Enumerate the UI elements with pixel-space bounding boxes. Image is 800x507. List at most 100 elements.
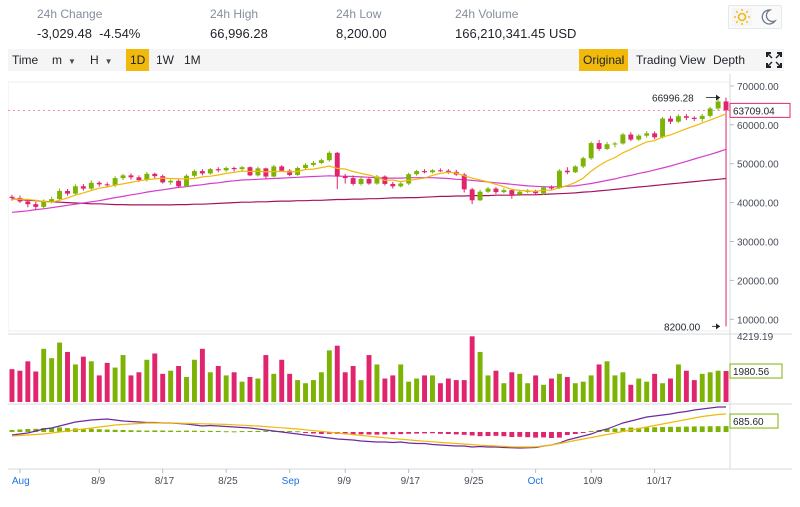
moon-icon[interactable] (758, 8, 778, 26)
volume-axis-top: 4219.19 (737, 332, 774, 343)
macd-histogram-bar (437, 432, 443, 434)
candle-body (572, 166, 578, 173)
candle-body (715, 101, 721, 109)
volume-bar (191, 359, 197, 402)
macd-histogram-bar (184, 430, 189, 432)
volume-bar (422, 375, 427, 402)
macd-histogram-bar (239, 431, 245, 433)
macd-histogram-bar (191, 430, 197, 432)
candle-body (80, 186, 86, 189)
volume-bar (247, 376, 253, 402)
price-tick-label: 30000.00 (737, 238, 779, 249)
candle-body (112, 178, 118, 186)
candle-body (469, 189, 475, 201)
volume-bar (683, 370, 689, 402)
macd-histogram-bar (683, 426, 689, 432)
ma25-line (11, 148, 727, 213)
macd-histogram-bar (715, 426, 721, 432)
macd-histogram-bar (88, 428, 94, 432)
candle-body (652, 133, 658, 138)
interval-1w-button[interactable]: 1W (156, 53, 174, 67)
low-arrowhead (716, 323, 721, 330)
macd-histogram-bar (509, 432, 515, 437)
macd-histogram-bar (612, 428, 618, 432)
price-chart[interactable]: 70000.00 60000.00 50000.00 40000.00 30000.00… (7, 74, 792, 502)
macd-histogram-bar (517, 432, 523, 437)
candle-body (668, 118, 673, 122)
depth-tab[interactable]: Depth (713, 53, 746, 67)
low-annotation: 8200.00 (664, 322, 701, 333)
time-button[interactable]: Time (12, 53, 39, 67)
candle-body (279, 166, 285, 171)
interval-1d-button[interactable]: 1D (126, 49, 150, 71)
volume-bar (17, 370, 23, 402)
candle-body (636, 135, 642, 140)
volume-bar (414, 378, 420, 402)
volume-bar (271, 373, 277, 402)
candle-body (207, 169, 213, 174)
candle-body (176, 180, 182, 187)
volume-bar (549, 378, 554, 402)
last-price-box (729, 102, 791, 118)
macd-histogram-bar (350, 432, 356, 435)
volume-bar (699, 373, 705, 402)
macd-histogram-bar (652, 427, 658, 432)
candle-body (57, 190, 63, 200)
macd-histogram-bar (318, 432, 324, 434)
macd-histogram-bar (699, 426, 705, 432)
volume-bar (398, 364, 404, 402)
volume-bar (184, 376, 189, 402)
time-tick-label: Aug (12, 476, 30, 487)
macd-histogram-bar (485, 432, 491, 436)
candle-body (461, 174, 467, 190)
caret-down-icon: ▼ (68, 57, 76, 66)
volume-bar (49, 358, 55, 402)
hour-dropdown[interactable]: H ▼ (86, 49, 117, 71)
last-price-label: 63709.04 (733, 106, 775, 117)
macd-histogram-bar (223, 431, 229, 433)
volume-bar (525, 383, 531, 402)
candle-body (604, 144, 610, 149)
macd-histogram-bar (358, 432, 364, 435)
expand-icon[interactable] (764, 49, 784, 71)
macd-histogram-bar (556, 432, 562, 438)
volume-bar (596, 364, 602, 402)
candle-body (564, 170, 570, 173)
macd-histogram-bar (723, 426, 729, 432)
macd-histogram-bar (660, 427, 666, 432)
macd-histogram-bar (263, 430, 269, 432)
original-view-tab[interactable]: Original (579, 49, 629, 71)
volume-bar (112, 367, 118, 402)
price-tick-label: 60000.00 (737, 121, 779, 132)
macd-histogram-bar (366, 432, 372, 435)
price-tick-label: 20000.00 (737, 276, 779, 287)
change-stat: 24h Change -3,029.48 -4.54% (37, 7, 140, 41)
macd-histogram-bar (112, 429, 118, 432)
candle-body (437, 170, 443, 172)
volume-bar (620, 372, 626, 402)
macd-histogram-bar (144, 430, 150, 432)
sun-icon[interactable] (732, 8, 752, 26)
minute-dropdown[interactable]: m ▼ (48, 49, 80, 71)
interval-1m-button[interactable]: 1M (184, 53, 201, 67)
chart-area[interactable]: 70000.00 60000.00 50000.00 40000.00 30000.00… (7, 74, 792, 502)
theme-toggle[interactable] (728, 5, 782, 29)
volume-bar (406, 381, 412, 402)
volume-bar (318, 372, 324, 402)
candle-body (311, 162, 316, 165)
trading-view-tab[interactable]: Trading View (636, 53, 706, 67)
candle-body (128, 175, 134, 178)
candle-body (374, 176, 380, 184)
candle-body (9, 196, 15, 198)
price-tick-label: 50000.00 (737, 160, 779, 171)
volume-bar (41, 348, 47, 402)
candle-body (25, 201, 31, 205)
candle-body (588, 143, 594, 159)
volume-bar (231, 372, 237, 402)
candle-body (49, 199, 55, 202)
macd-histogram-bar (374, 432, 380, 435)
candle-body (501, 190, 507, 193)
volume-bar (223, 375, 229, 402)
candle-body (334, 152, 340, 177)
candle-body (675, 116, 681, 122)
